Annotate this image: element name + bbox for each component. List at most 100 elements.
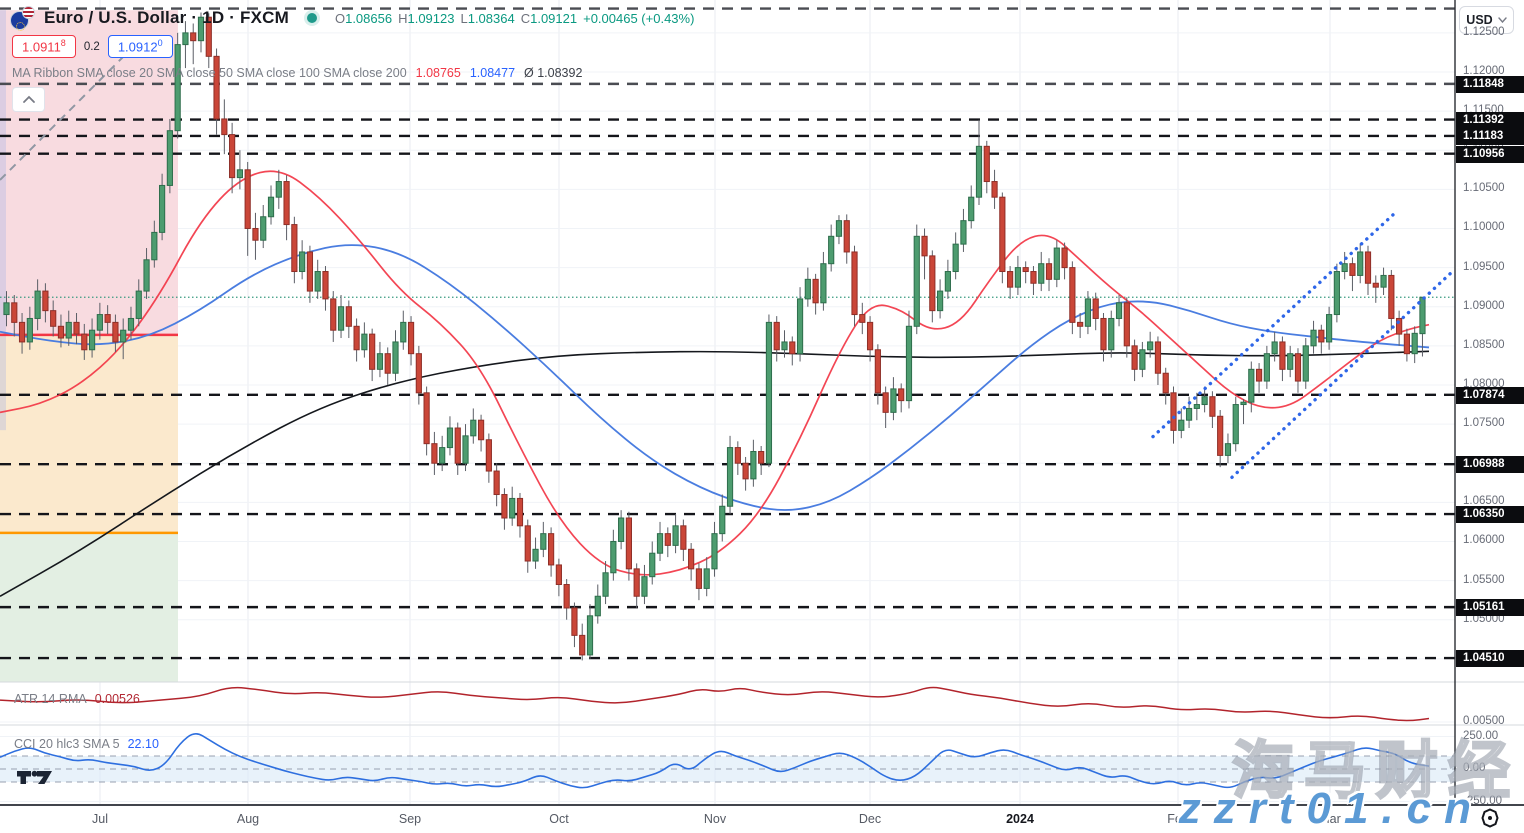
candle-body <box>1388 274 1395 319</box>
candle-body <box>516 497 524 527</box>
candle-body <box>680 525 687 550</box>
candle-body <box>407 321 415 355</box>
candle-body <box>866 321 874 351</box>
candle-body <box>283 181 290 226</box>
candle-body <box>330 298 337 331</box>
ohlc-readout: O1.08656 H1.09123 L1.08364 C1.09121 +0.0… <box>334 10 695 26</box>
candle-body <box>1240 401 1247 406</box>
sell-button[interactable]: 1.09118 <box>12 35 76 59</box>
cci-legend[interactable]: CCI 20 hlc3 SMA 5 22.10 <box>14 737 159 751</box>
candle-body <box>563 584 570 609</box>
candle-body <box>625 517 632 570</box>
candle-body <box>229 134 236 179</box>
candle-body <box>548 533 555 566</box>
candle-body <box>1357 251 1364 276</box>
level-price-label: 1.07874 <box>1456 386 1524 404</box>
candle-body <box>960 220 967 245</box>
candle-body <box>1162 372 1169 394</box>
cci-line <box>0 733 1430 789</box>
candle-body <box>1419 296 1426 335</box>
candle-body <box>236 169 244 179</box>
level-price-label: 1.06988 <box>1456 456 1524 474</box>
price-axis[interactable]: 1.125001.120001.115001.110001.105001.100… <box>1456 0 1524 833</box>
price-tick-label: 1.12000 <box>1463 64 1505 77</box>
gear-icon[interactable] <box>1480 808 1500 828</box>
candle-body <box>1084 298 1092 327</box>
candle-body <box>1014 267 1021 288</box>
candle-body <box>1396 317 1403 335</box>
time-tick-label[interactable]: Oct <box>549 812 569 826</box>
price-tick-label: 1.06500 <box>1463 495 1505 508</box>
candle-body <box>1326 314 1333 343</box>
candle-body <box>594 595 601 617</box>
candle-body <box>540 533 547 550</box>
price-axis-currency-dropdown[interactable]: USD <box>1459 6 1514 34</box>
candle-body <box>65 321 72 339</box>
candle-body <box>267 196 275 218</box>
bid-ask-row: 1.09118 0.2 1.09120 <box>12 35 173 59</box>
candle-body <box>1108 317 1115 351</box>
candle-body <box>859 314 866 323</box>
tradingview-logo[interactable] <box>16 768 54 788</box>
candle-body <box>944 271 951 292</box>
collapse-legend-button[interactable] <box>12 87 45 112</box>
time-tick-label[interactable]: 2024 <box>1006 812 1034 826</box>
symbol-title[interactable]: Euro / U.S. Dollar · 1D · FXCM <box>44 8 289 27</box>
candle-body <box>649 552 656 578</box>
time-axis[interactable]: Jul Aug Sep Oct Nov Dec 2024 Feb Mar <box>0 806 1524 833</box>
atr-legend[interactable]: ATR 14 RMA 0.00526 <box>14 692 140 706</box>
candle-body <box>26 317 33 343</box>
candle-body <box>291 224 298 273</box>
time-tick-label[interactable]: Mar <box>1319 812 1341 826</box>
candle-body <box>579 634 586 656</box>
candle-body <box>874 349 881 394</box>
candle-body <box>384 353 391 374</box>
candle-body <box>431 443 438 464</box>
candle-body <box>104 314 111 323</box>
candle-body <box>571 607 578 636</box>
candle-body <box>1302 345 1309 382</box>
candle-body <box>252 227 259 241</box>
candle-body <box>3 302 10 316</box>
candle-body <box>1349 263 1356 276</box>
supply-zone <box>0 10 178 335</box>
time-tick-label[interactable]: Dec <box>858 812 882 826</box>
candle-body <box>423 392 430 445</box>
cci-tick-label: 0.00 <box>1463 762 1486 774</box>
candle-body <box>1411 332 1418 355</box>
candle-body <box>166 130 173 186</box>
market-status-dot[interactable] <box>306 13 317 23</box>
candle-body <box>1053 247 1060 280</box>
candle-body <box>34 290 41 319</box>
time-tick-label[interactable]: Feb <box>1167 812 1189 826</box>
candle-body <box>42 290 49 312</box>
candle-body <box>835 220 843 237</box>
candle-body <box>726 447 734 507</box>
currency-label: USD <box>1466 13 1493 27</box>
candle-body <box>477 419 485 441</box>
buy-button[interactable]: 1.09120 <box>107 35 173 59</box>
time-tick-label[interactable]: Aug <box>236 812 260 826</box>
candle-body <box>400 321 407 343</box>
candle-body <box>493 470 500 496</box>
time-tick-label[interactable]: Nov <box>703 812 727 826</box>
candle-body <box>532 548 539 562</box>
price-tick-label: 1.07500 <box>1463 417 1505 430</box>
level-price-label: 1.11183 <box>1456 127 1524 145</box>
atr-value: 0.00526 <box>94 692 140 706</box>
candle-body <box>765 321 773 464</box>
candle-body <box>244 169 251 229</box>
candle-body <box>991 181 998 198</box>
candle-body <box>485 439 492 472</box>
candle-body <box>205 16 212 57</box>
candle-body <box>213 55 220 120</box>
time-tick-label[interactable]: Sep <box>398 812 422 826</box>
candle-body <box>1271 341 1278 355</box>
time-tick-label[interactable]: Jul <box>92 812 108 826</box>
candle-body <box>851 251 858 316</box>
close-value: 1.09121 <box>530 10 578 26</box>
ma-ribbon-legend[interactable]: MA Ribbon SMA close 20 SMA close 50 SMA … <box>12 66 582 80</box>
cci-tick-label: -250.00 <box>1463 794 1503 807</box>
candle-body <box>151 231 158 261</box>
